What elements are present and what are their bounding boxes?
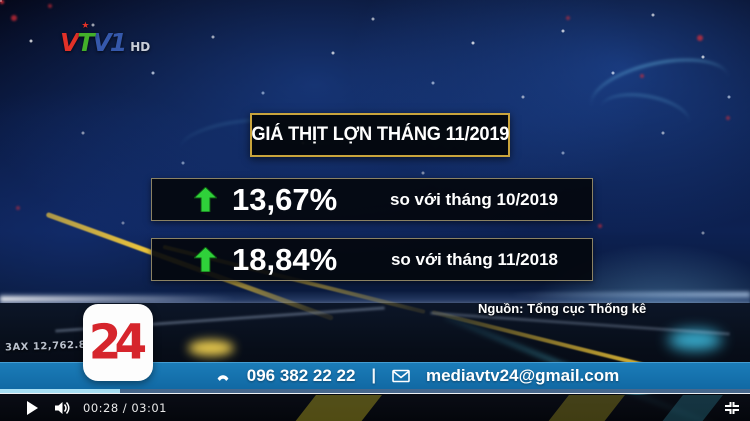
contact-phone: 096 382 22 22 [246,366,356,385]
contact-email: mediavtv24@gmail.com [425,366,620,385]
time-display: 00:28 / 03:01 [83,401,167,415]
contact-divider: | [371,367,376,384]
progress-filled [0,389,120,393]
email-icon [392,369,410,383]
infographic-title: GIÁ THỊT LỢN THÁNG 11/2019 [251,124,509,145]
up-arrow-icon [194,247,218,273]
logo-letter: V [92,28,112,57]
vtv1-hd-logo: V T ★ V 1 HD [60,21,151,57]
video-showthrough-stripe [543,395,629,421]
phone-icon [215,369,231,383]
volume-button[interactable] [54,401,71,415]
play-button[interactable] [27,401,38,415]
video-showthrough-stripe [290,395,386,421]
logo-letter: T ★ [77,21,95,57]
stat-value: 18,84% [232,241,338,277]
light-streak [0,296,235,302]
stat-value: 13,67% [232,181,338,217]
fullscreen-button[interactable] [724,401,740,415]
source-credit: Nguồn: Tổng cục Thống kê [478,301,647,316]
hd-badge: HD [130,40,151,54]
stat-compare-label: so với tháng 11/2018 [390,249,558,269]
headlight-glow [188,340,234,356]
logo-letter: V [60,28,80,57]
player-control-bar: 00:28 / 03:01 [0,395,750,421]
logo-letter: 1 [109,28,128,57]
video-showthrough-stripe [657,395,727,421]
vtv24-logo: 24 [83,304,153,381]
logo-star-icon: ★ [81,21,90,31]
light-flare [668,330,722,350]
stat-row: 18,84% so với tháng 11/2018 [151,238,593,281]
up-arrow-icon [194,187,218,213]
light-streak [510,292,750,297]
red-bokeh-decoration [0,0,4,4]
vtv24-logo-text: 24 [88,314,147,371]
stat-row: 13,67% so với tháng 10/2019 [151,178,593,221]
video-progress-bar[interactable] [0,389,750,394]
infographic-title-box: GIÁ THỊT LỢN THÁNG 11/2019 [250,113,510,157]
stat-compare-label: so với tháng 10/2019 [390,189,558,209]
